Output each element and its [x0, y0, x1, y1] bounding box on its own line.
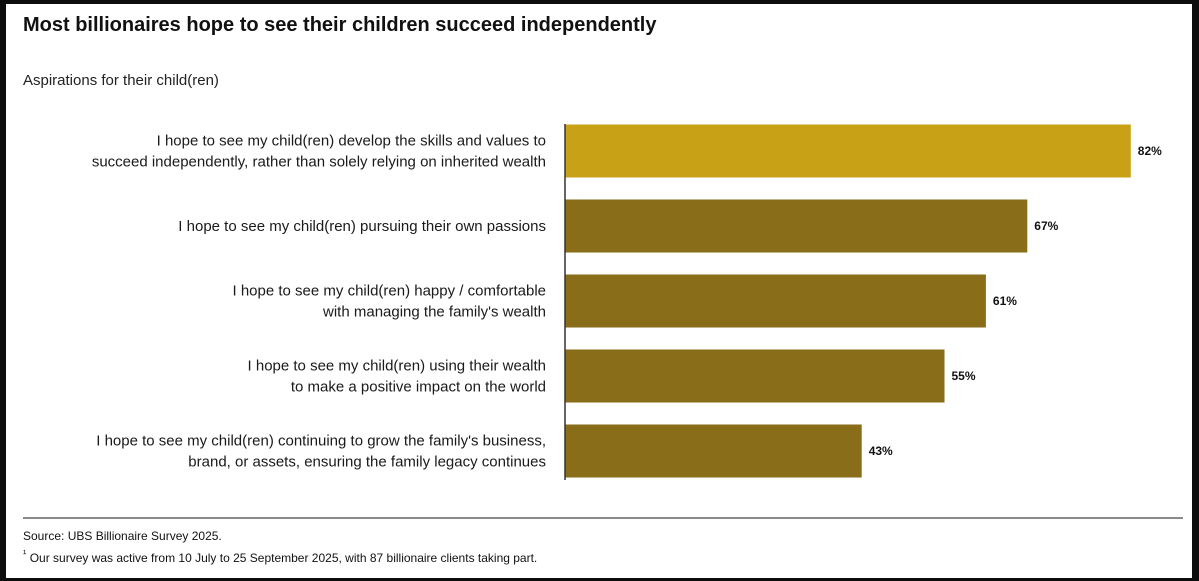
category-label-1-line-2: succeed independently, rather than solel… [92, 154, 546, 171]
bar-4 [565, 349, 945, 403]
category-label-3-line-1: I hope to see my child(ren) happy / comf… [233, 283, 547, 300]
bar-3 [565, 274, 986, 328]
category-label-3-line-2: with managing the family's wealth [322, 304, 546, 321]
category-label-5-line-1: I hope to see my child(ren) continuing t… [96, 433, 546, 450]
category-label-1-line-1: I hope to see my child(ren) develop the … [157, 133, 546, 150]
chart-subtitle: Aspirations for their child(ren) [23, 72, 219, 89]
bar-chart: 82% I hope to see my child(ren) develop t… [92, 124, 1162, 480]
bar-5 [565, 424, 862, 478]
category-label-5-line-2: brand, or assets, ensuring the family le… [188, 454, 546, 471]
footnote: ¹ Our survey was active from 10 July to … [23, 549, 537, 565]
category-label-2-line-1: I hope to see my child(ren) pursuing the… [178, 218, 546, 235]
value-label-1: 82% [1138, 144, 1162, 158]
chart-frame: Most billionaires hope to see their chil… [6, 4, 1192, 578]
footer-divider [23, 517, 1183, 519]
value-label-5: 43% [869, 444, 893, 458]
bar-2 [565, 199, 1028, 253]
footnote-text: Our survey was active from 10 July to 25… [29, 551, 538, 565]
footnote-marker: ¹ [23, 549, 27, 560]
category-label-4-line-2: to make a positive impact on the world [291, 379, 546, 396]
bar-1 [565, 124, 1131, 178]
value-label-4: 55% [952, 369, 976, 383]
category-label-4-line-1: I hope to see my child(ren) using their … [248, 358, 546, 375]
bars-layer: 82% I hope to see my child(ren) develop t… [92, 124, 1162, 478]
source-text: Source: UBS Billionaire Survey 2025. [23, 529, 222, 543]
value-label-2: 67% [1034, 219, 1058, 233]
chart-title: Most billionaires hope to see their chil… [23, 14, 657, 36]
value-label-3: 61% [993, 294, 1017, 308]
